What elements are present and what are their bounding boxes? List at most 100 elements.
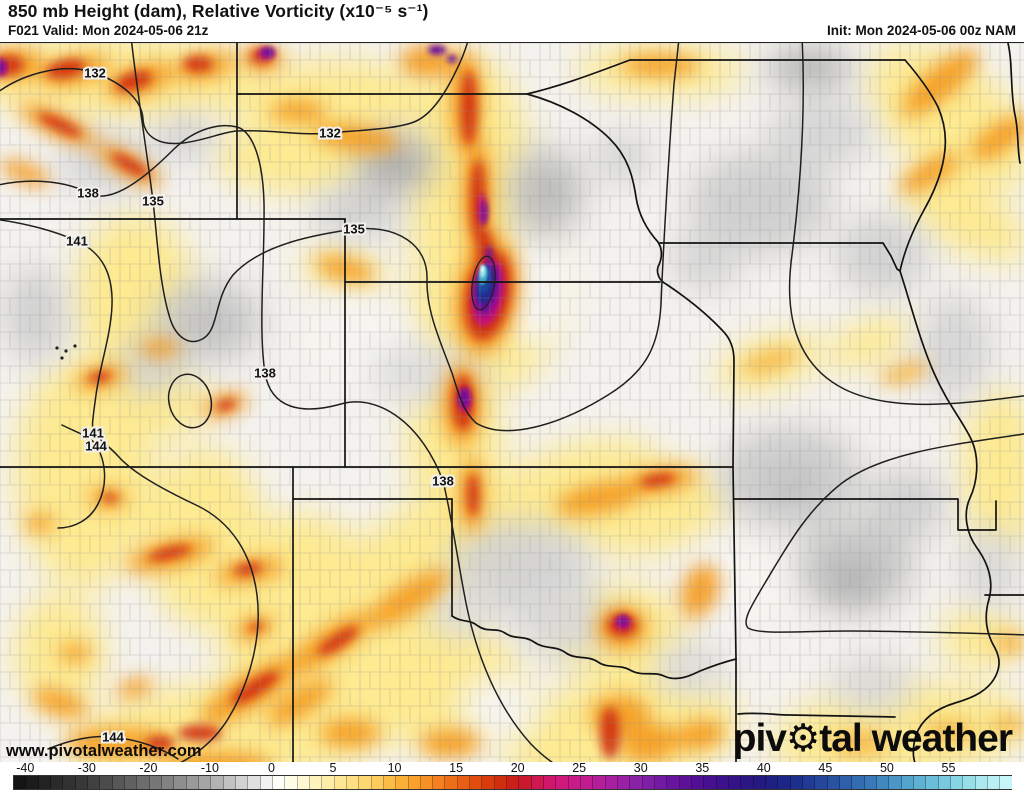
gear-icon: ⚙	[785, 716, 820, 760]
colorbar-segment	[75, 776, 88, 789]
county-lines-texture	[0, 43, 1024, 763]
colorbar-segment	[741, 776, 754, 789]
header: 850 mb Height (dam), Relative Vorticity …	[0, 0, 1024, 42]
colorbar-segment	[309, 776, 323, 789]
colorbar-segment	[149, 776, 162, 789]
colorbar-segment	[692, 776, 705, 789]
colorbar-segment	[963, 776, 976, 789]
colorbar-tick-label: 55	[941, 761, 956, 775]
colorbar-segment	[593, 776, 606, 789]
logo-text-post: tal weather	[819, 716, 1013, 760]
colorbar-segment	[655, 776, 668, 789]
colorbar-segment	[26, 776, 39, 789]
contour-label: 132	[84, 66, 106, 81]
colorbar-segment	[568, 776, 582, 789]
colorbar-segment	[729, 776, 742, 789]
valid-time: F021 Valid: Mon 2024-05-06 21z	[8, 23, 209, 38]
colorbar-segment	[852, 776, 865, 789]
colorbar-tick-label: 35	[695, 761, 710, 775]
init-time: Init: Mon 2024-05-06 00z NAM	[826, 23, 1016, 38]
colorbar-tick-label: 25	[572, 761, 587, 775]
brand-logo: piv⚙tal weather	[733, 716, 1013, 760]
contour-label: 132	[319, 126, 341, 141]
colorbar-segment	[667, 776, 680, 789]
colorbar-tick-label: 45	[818, 761, 833, 775]
colorbar-segment	[124, 776, 138, 789]
colorbar-segment	[987, 776, 1001, 789]
colorbar-segment	[248, 776, 261, 789]
colorbar-segment	[38, 776, 51, 789]
contour-label: 141	[66, 234, 88, 249]
contour-label: 135	[142, 194, 164, 209]
colorbar-segment	[519, 776, 532, 789]
colorbar-segment	[457, 776, 471, 789]
colorbar-tick-label: 15	[449, 761, 464, 775]
colorbar-segment	[938, 776, 951, 789]
contour-label: 144	[102, 730, 124, 745]
colorbar-segment	[112, 776, 125, 789]
colorbar-segment	[211, 776, 224, 789]
colorbar-tick-label: 40	[756, 761, 771, 775]
colorbar-segment	[297, 776, 310, 789]
colorbar-ticks: -40 -30 -20 -10 0 5 10 15 20 25 30 35 40 45 50 55	[0, 761, 1024, 775]
colorbar-segment	[716, 776, 730, 789]
colorbar-segment	[1000, 776, 1012, 789]
colorbar-segment	[507, 776, 520, 789]
colorbar-tick-label: -30	[77, 761, 96, 775]
colorbar-segment	[161, 776, 175, 789]
colorbar-tick-label: 20	[510, 761, 525, 775]
colorbar-segment	[778, 776, 791, 789]
colorbar-segment	[445, 776, 458, 789]
colorbar-segment	[815, 776, 828, 789]
colorbar-tick-label: 0	[267, 761, 275, 775]
colorbar-segment	[753, 776, 767, 789]
colorbar-segment	[260, 776, 273, 789]
contour-label: 138	[254, 366, 276, 381]
colorbar-segment	[556, 776, 569, 789]
colorbar-tick-label: -20	[139, 761, 158, 775]
colorbar-segment	[235, 776, 249, 789]
terrain-dots	[55, 344, 77, 360]
colorbar-segment	[383, 776, 397, 789]
colorbar-segment	[766, 776, 779, 789]
colorbar-segment	[272, 776, 286, 789]
colorbar-segment	[100, 776, 113, 789]
colorbar-segment	[470, 776, 483, 789]
colorbar-segment	[359, 776, 372, 789]
colorbar-segment	[137, 776, 150, 789]
colorbar-segment	[50, 776, 64, 789]
colorbar-segment	[839, 776, 853, 789]
colorbar-segment	[87, 776, 101, 789]
colorbar-segment	[803, 776, 816, 789]
colorbar-segment	[581, 776, 594, 789]
colorbar-segment	[926, 776, 939, 789]
colorbar-segment	[679, 776, 693, 789]
colorbar-segment	[975, 776, 988, 789]
contour-label: 141	[82, 426, 104, 441]
colorbar-segment	[630, 776, 643, 789]
colorbar-tick-label: 30	[633, 761, 648, 775]
map-canvas[interactable]: 132 132 135 135 138 138 138 141 141 144 144 www.pi…	[0, 42, 1024, 763]
colorbar-segment	[531, 776, 545, 789]
colorbar-segment	[864, 776, 877, 789]
colorbar-segment	[174, 776, 187, 789]
colorbar-segment	[950, 776, 964, 789]
colorbar-tick-label: -10	[200, 761, 219, 775]
colorbar-tick-label: -40	[16, 761, 35, 775]
product-title: 850 mb Height (dam), Relative Vorticity …	[8, 1, 429, 21]
contour-label: 138	[432, 474, 454, 489]
colorbar-segment	[790, 776, 803, 789]
colorbar-segment	[642, 776, 656, 789]
colorbar-tick-label: 50	[879, 761, 894, 775]
colorbar-segment	[901, 776, 914, 789]
watermark-url: www.pivotalweather.com	[6, 742, 202, 760]
contour-label: 135	[343, 222, 365, 237]
colorbar-segment	[223, 776, 236, 789]
contour-label: 144	[85, 439, 107, 454]
colorbar-segment	[371, 776, 384, 789]
colorbar-segment	[704, 776, 717, 789]
colorbar-segment	[420, 776, 434, 789]
colorbar: -40 -30 -20 -10 0 5 10 15 20 25 30 35 40 45 50 55	[0, 761, 1024, 791]
